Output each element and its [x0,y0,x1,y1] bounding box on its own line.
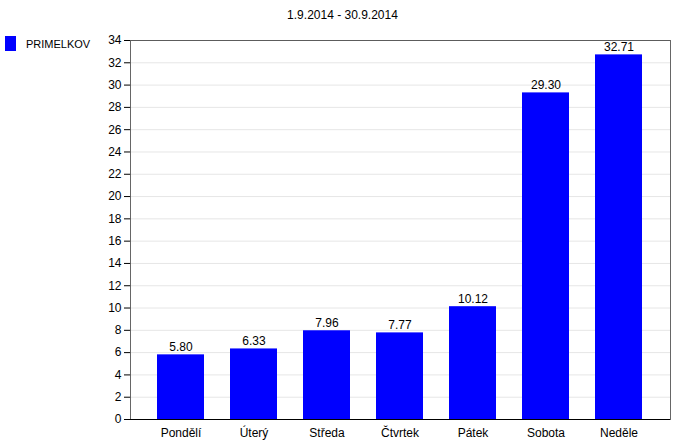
svg-text:22: 22 [108,167,122,181]
svg-text:2: 2 [115,390,122,404]
html-text:PRIMELKOV: PRIMELKOV [26,37,91,50]
svg-text:28: 28 [108,100,122,114]
svg-text:12: 12 [108,279,122,293]
svg-text:14: 14 [108,256,122,270]
html-text:1.9.2014 - 30.9.2014: 1.9.2014 - 30.9.2014 [287,8,398,22]
svg-text:5.80: 5.80 [169,340,193,354]
svg-text:Čtvrtek: Čtvrtek [381,425,420,440]
svg-text:Pátek: Pátek [458,426,490,440]
svg-text:7.77: 7.77 [388,318,412,332]
svg-text:8: 8 [115,323,122,337]
svg-text:16: 16 [108,234,122,248]
svg-text:20: 20 [108,189,122,203]
svg-text:32: 32 [108,56,122,70]
svg-text:10.12: 10.12 [458,292,488,306]
svg-text:4: 4 [115,368,122,382]
svg-text:26: 26 [108,123,122,137]
svg-text:6: 6 [115,345,122,359]
svg-text:6.33: 6.33 [242,334,266,348]
svg-text:18: 18 [108,212,122,226]
svg-text:29.30: 29.30 [531,78,561,92]
svg-text:Úterý: Úterý [240,425,269,440]
svg-text:30: 30 [108,78,122,92]
svg-text:Neděle: Neděle [600,426,638,440]
svg-text:24: 24 [108,145,122,159]
svg-text:Pondělí: Pondělí [161,426,202,440]
svg-text:0: 0 [115,412,122,426]
svg-text:Středa: Středa [309,426,345,440]
svg-text:34: 34 [108,33,122,47]
svg-text:Sobota: Sobota [527,426,565,440]
svg-text:7.96: 7.96 [315,316,339,330]
svg-text:32.71: 32.71 [604,40,634,54]
svg-text:10: 10 [108,301,122,315]
